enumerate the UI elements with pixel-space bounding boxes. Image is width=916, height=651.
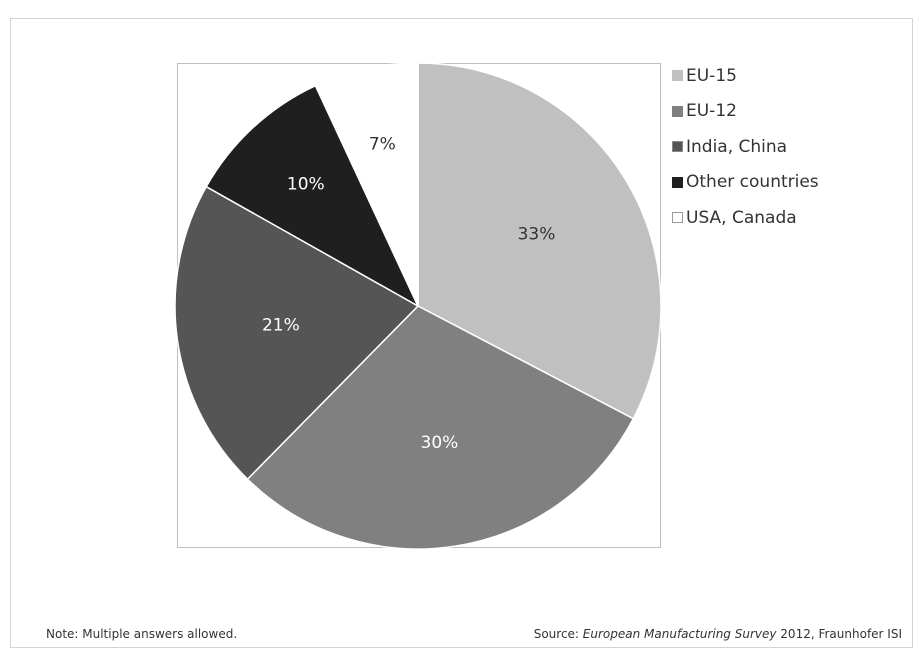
legend-item-other-countries: Other countries (672, 165, 819, 201)
pie-slice-eu-12 (246, 305, 635, 550)
data-label-usa-canada: 7% (369, 135, 396, 155)
legend-item-usa-canada: USA, Canada (672, 200, 819, 236)
data-label-india-china: 21% (262, 315, 300, 335)
legend-label-eu-12: EU-12 (686, 101, 737, 122)
source-prefix: Source: (533, 627, 583, 641)
legend-label-usa-canada: USA, Canada (686, 207, 797, 228)
legend-swatch-eu-12 (672, 105, 683, 117)
legend-label-india-china: India, China (686, 136, 788, 157)
legend-swatch-usa-canada (672, 212, 683, 224)
data-label-eu-15: 33% (518, 224, 556, 244)
legend: EU-15 EU-12 India, China Other countries… (672, 58, 819, 236)
data-label-eu-12: 30% (421, 433, 459, 453)
pie-slice-usa-canada (314, 62, 419, 307)
legend-item-india-china: India, China (672, 129, 819, 165)
legend-label-other-countries: Other countries (686, 172, 819, 193)
legend-swatch-eu-15 (672, 70, 683, 82)
source-suffix: 2012, Fraunhofer ISI (776, 627, 902, 641)
source-survey-name: European Manufacturing Survey (582, 627, 777, 641)
chart-frame (10, 18, 913, 648)
legend-item-eu-12: EU-12 (672, 94, 819, 130)
source-note: Source: European Manufacturing Survey 20… (534, 627, 902, 641)
legend-item-eu-15: EU-15 (672, 58, 819, 94)
legend-swatch-other-countries (672, 176, 683, 188)
legend-label-eu-15: EU-15 (686, 65, 737, 86)
data-label-other-countries: 10% (287, 175, 325, 195)
footnote: Note: Multiple answers allowed. (46, 627, 238, 641)
pie-slice-other-countries (205, 84, 420, 308)
legend-swatch-india-china (672, 141, 683, 153)
pie-slice-india-china (174, 185, 420, 481)
pie-slice-eu-15 (417, 62, 662, 420)
